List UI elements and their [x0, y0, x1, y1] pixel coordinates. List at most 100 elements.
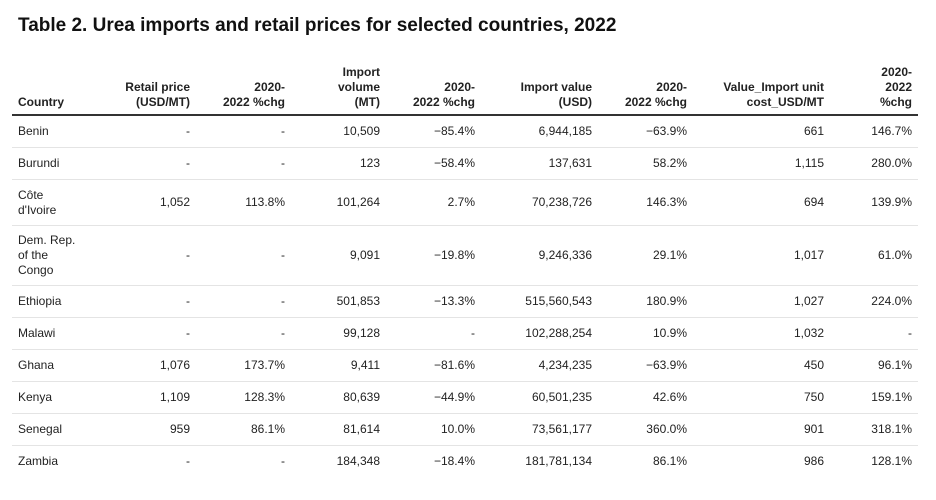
col-header-import-value-chg: 2020- 2022 %chg: [598, 64, 693, 116]
table-cell: 661: [693, 115, 830, 148]
table-cell: 146.7%: [830, 115, 918, 148]
table-cell: -: [96, 147, 196, 180]
col-header-import-value: Import value (USD): [481, 64, 598, 116]
urea-table: Country Retail price (USD/MT) 2020- 2022…: [12, 64, 918, 477]
table-cell: −44.9%: [386, 381, 481, 414]
table-cell: 224.0%: [830, 285, 918, 318]
table-cell: 173.7%: [196, 349, 291, 382]
table-cell: 99,128: [291, 317, 386, 350]
table-cell: 42.6%: [598, 381, 693, 414]
table-cell: −19.8%: [386, 225, 481, 286]
table-cell: 1,032: [693, 317, 830, 350]
country-cell: Malawi: [12, 317, 96, 350]
table-cell: 9,246,336: [481, 225, 598, 286]
table-cell: −58.4%: [386, 147, 481, 180]
table-cell: -: [281, 454, 285, 468]
country-cell: Benin: [12, 115, 96, 148]
table-cell: 450: [693, 349, 830, 382]
table-header: Country Retail price (USD/MT) 2020- 2022…: [12, 64, 918, 116]
table-cell: -: [196, 225, 291, 286]
table-cell: 9,411: [291, 349, 386, 382]
table-cell: 113.8%: [196, 179, 291, 226]
table-row: Kenya 1,109 128.3% 80,639 −44.9% 60,501,…: [12, 381, 918, 414]
table-cell: 86.1%: [196, 413, 291, 446]
table-cell: 128.1%: [871, 454, 912, 468]
table-cell: −13.3%: [386, 285, 481, 318]
table-cell: 102,288,254: [481, 317, 598, 350]
table-row: Zambia - - 184,348 −18.4% 181,781,134 86…: [12, 446, 918, 478]
table-cell: 58.2%: [598, 147, 693, 180]
table-cell: 1,076: [96, 349, 196, 382]
table-cell: 501,853: [291, 285, 386, 318]
table-cell: -: [96, 317, 196, 350]
table-cell: 10.9%: [598, 317, 693, 350]
header-row: Country Retail price (USD/MT) 2020- 2022…: [12, 64, 918, 116]
table-cell: 360.0%: [598, 413, 693, 446]
col-header-retail-price-chg: 2020- 2022 %chg: [196, 64, 291, 116]
table-cell: -: [830, 317, 918, 350]
table-row: Ethiopia - - 501,853 −13.3% 515,560,543 …: [12, 285, 918, 318]
table-cell: 128.3%: [196, 381, 291, 414]
table-cell: 80,639: [291, 381, 386, 414]
table-cell: −63.9%: [598, 349, 693, 382]
table-cell: −63.9%: [598, 115, 693, 148]
table-cell: 986: [803, 454, 824, 468]
country-cell: Kenya: [12, 381, 96, 414]
table-cell: 1,027: [693, 285, 830, 318]
table-cell: 318.1%: [830, 413, 918, 446]
table-cell: -: [196, 317, 291, 350]
col-header-retail-price: Retail price (USD/MT): [96, 64, 196, 116]
table-row: Senegal 959 86.1% 81,614 10.0% 73,561,17…: [12, 413, 918, 446]
table-row: Ghana 1,076 173.7% 9,411 −81.6% 4,234,23…: [12, 349, 918, 382]
country-cell: Burundi: [12, 147, 96, 180]
table-row: Malawi - - 99,128 - 102,288,254 10.9% 1,…: [12, 317, 918, 350]
table-row: Burundi - - 123 −58.4% 137,631 58.2% 1,1…: [12, 147, 918, 180]
table-cell: -: [386, 317, 481, 350]
table-cell: 81,614: [291, 413, 386, 446]
country-cell: Côte d'Ivoire: [12, 179, 96, 226]
table-cell: 146.3%: [598, 179, 693, 226]
table-cell: 515,560,543: [481, 285, 598, 318]
table-cell: -: [196, 285, 291, 318]
table-row: Dem. Rep. of the Congo - - 9,091 −19.8% …: [12, 225, 918, 286]
table-cell: 60,501,235: [481, 381, 598, 414]
country-cell: Dem. Rep. of the Congo: [12, 225, 96, 286]
table-cell: 1,017: [693, 225, 830, 286]
table-title: Table 2. Urea imports and retail prices …: [18, 15, 617, 36]
table-cell: -: [96, 285, 196, 318]
country-cell: Senegal: [12, 413, 96, 446]
table-cell: 184,348: [336, 454, 380, 468]
table-cell: 61.0%: [830, 225, 918, 286]
table-cell: −81.6%: [386, 349, 481, 382]
table-cell: 96.1%: [830, 349, 918, 382]
table-cell: 137,631: [481, 147, 598, 180]
table-cell: 159.1%: [830, 381, 918, 414]
table-cell: 901: [693, 413, 830, 446]
col-header-unit-cost: Value_Import unit cost_USD/MT: [693, 64, 830, 116]
table-cell: -: [196, 147, 291, 180]
table-row: Côte d'Ivoire 1,052 113.8% 101,264 2.7% …: [12, 179, 918, 226]
table-cell: 4,234,235: [481, 349, 598, 382]
table-cell: 750: [693, 381, 830, 414]
table-cell: 9,091: [291, 225, 386, 286]
table-cell: 139.9%: [830, 179, 918, 226]
table-row: Benin - - 10,509 −85.4% 6,944,185 −63.9%…: [12, 115, 918, 148]
table-cell: 959: [96, 413, 196, 446]
table-cell: 694: [693, 179, 830, 226]
col-header-unit-cost-chg: 2020- 2022 %chg: [830, 64, 918, 116]
table-cell: 181,781,134: [525, 454, 592, 468]
table-cell: -: [196, 115, 291, 148]
table-cell: -: [96, 115, 196, 148]
table-cell: 1,109: [96, 381, 196, 414]
col-header-import-volume: Import volume (MT): [291, 64, 386, 116]
table-cell: 280.0%: [830, 147, 918, 180]
table-cell: 10,509: [291, 115, 386, 148]
table-cell: 1,115: [693, 147, 830, 180]
table-cell: 29.1%: [598, 225, 693, 286]
country-cell: Zambia: [18, 454, 59, 468]
table-cell: 10.0%: [386, 413, 481, 446]
table-cell: −18.4%: [433, 454, 475, 468]
col-header-import-volume-chg: 2020- 2022 %chg: [386, 64, 481, 116]
table-cell: 6,944,185: [481, 115, 598, 148]
